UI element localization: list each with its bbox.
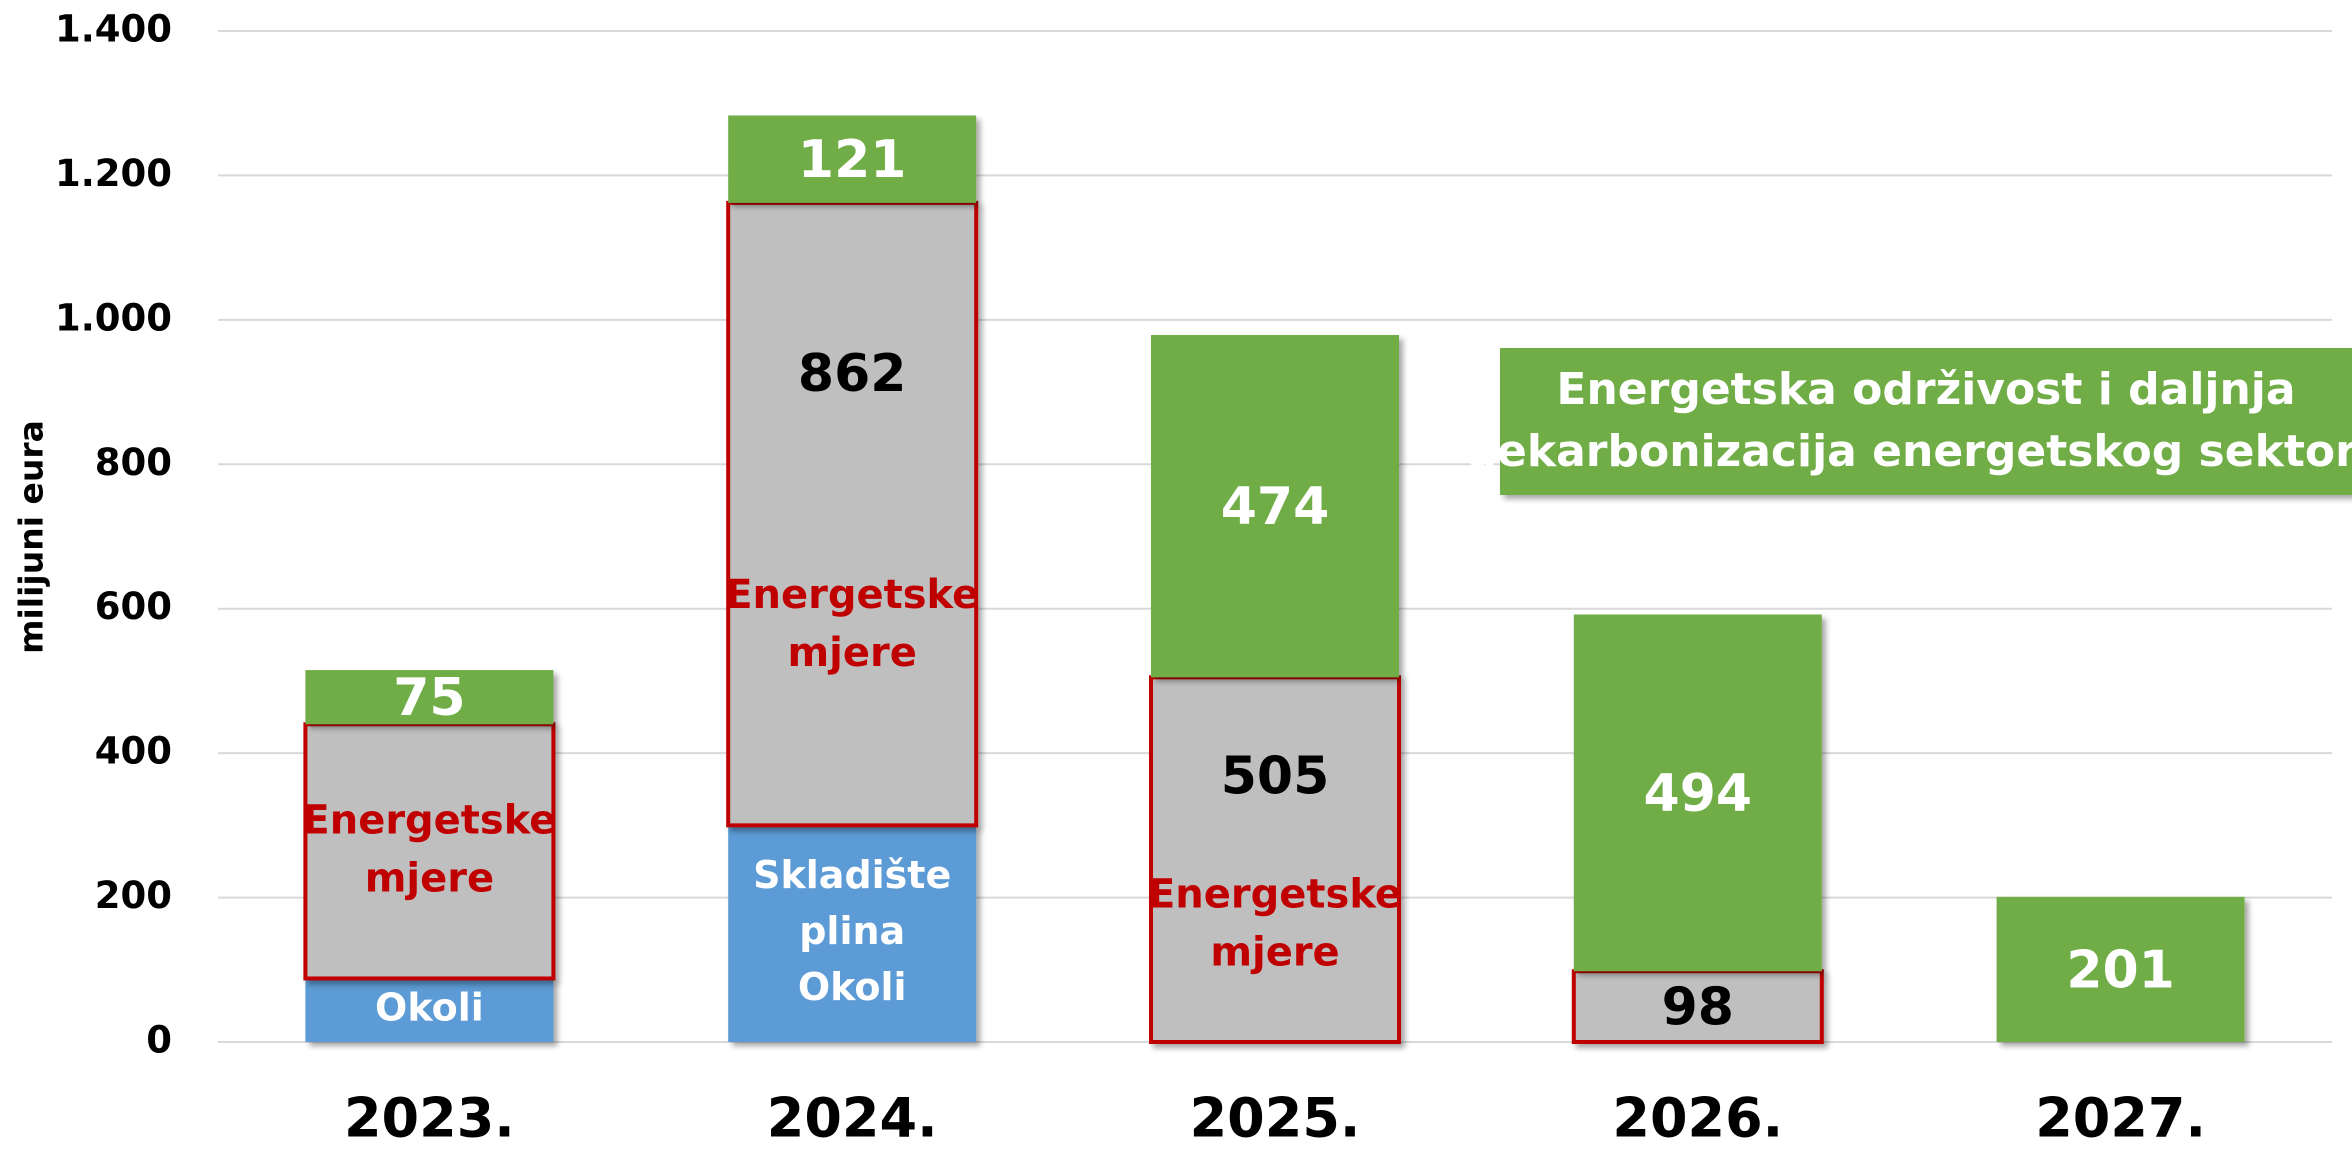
annotation-text: Energetska održivost i daljnja [1556,364,2295,415]
y-tick-label: 0 [146,1019,172,1062]
bar-segment [728,115,977,203]
data-label: 121 [798,130,907,190]
segment-label: Okoli [798,965,907,1009]
data-label: 201 [2066,940,2175,1000]
y-tick-label: 200 [95,874,172,917]
bar-segment [1996,896,2245,1042]
bar-segment [303,722,556,981]
segment-label: Energetske [1148,871,1402,917]
y-tick-label: 1.000 [55,296,172,339]
segment-label: plina [799,909,905,953]
segment-label: Skladište [753,853,951,897]
segment-label: Energetske [302,797,556,843]
y-tick-label: 600 [95,585,172,628]
bar-segment [1571,969,1824,1044]
data-label: 75 [393,668,465,728]
x-tick-label: 2024. [767,1087,938,1149]
data-label: 474 [1221,477,1330,537]
segment-label: Energetske [725,572,979,618]
data-label: 494 [1644,764,1753,824]
x-tick-label: 2025. [1190,1087,1361,1149]
bar-segment [1151,335,1399,678]
bar-segment [305,670,554,725]
annotation-text: dekarbonizacija energetskog sektora [1465,426,2352,477]
segment-label: Okoli [375,986,484,1030]
segment-label: mjere [1210,929,1339,975]
data-label: 98 [1662,978,1734,1038]
y-axis-title: milijuni eura [12,420,51,654]
x-tick-label: 2023. [344,1087,515,1149]
x-tick-label: 2026. [1612,1087,1783,1149]
x-tick-label: 2027. [2035,1087,2206,1149]
bar-segment [726,200,979,828]
y-tick-label: 1.400 [55,8,172,51]
data-label: 862 [798,344,907,404]
annotation-box [1500,348,2352,495]
bar-segment [1149,675,1401,1044]
segment-label: mjere [365,855,494,901]
bar-segment [728,825,977,1042]
bar-segment [305,978,554,1042]
y-tick-label: 400 [95,730,172,773]
data-label: 505 [1221,746,1330,806]
bar-segment [1573,614,1822,972]
y-tick-label: 1.200 [55,152,172,195]
segment-label: mjere [788,630,917,676]
y-tick-label: 800 [95,441,172,484]
